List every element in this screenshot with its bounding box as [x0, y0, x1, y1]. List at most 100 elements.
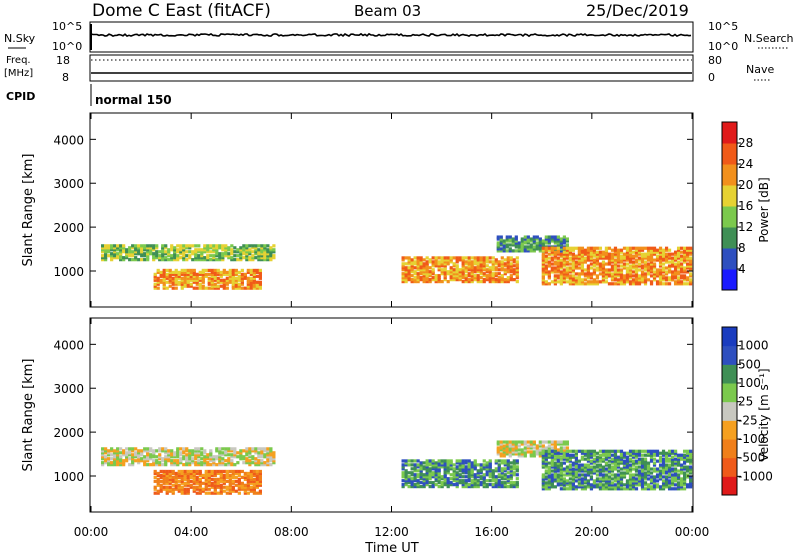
echo-cell [473, 260, 477, 264]
echo-cell [601, 264, 606, 268]
echo-cell [559, 479, 563, 483]
echo-cell [255, 284, 259, 288]
echo-cell [500, 477, 504, 481]
echo-cell [249, 272, 253, 276]
echo-cell [252, 479, 256, 483]
echo-cell [168, 485, 172, 489]
echo-cell [206, 457, 210, 461]
echo-cell [589, 461, 594, 465]
echo-cell [562, 467, 566, 471]
echo-cell [673, 483, 678, 487]
echo-cell [110, 457, 114, 461]
echo-cell [182, 250, 186, 254]
echo-cell [171, 276, 175, 280]
echo-cell [688, 467, 693, 471]
echo-cell [506, 266, 510, 270]
echo-cell [206, 455, 210, 459]
echo-cell [652, 278, 657, 282]
echo-cell [538, 440, 542, 444]
echo-cell [500, 276, 504, 280]
echo-cell [553, 282, 557, 286]
echo-cell [655, 459, 660, 463]
echo-cell [610, 461, 615, 465]
echo-cell [523, 446, 527, 450]
echo-cell [443, 256, 447, 260]
echo-cell [509, 268, 513, 272]
echo-cell [189, 473, 193, 478]
echo-cell [589, 453, 594, 457]
echo-cell [508, 237, 512, 241]
echo-cell [207, 268, 211, 273]
echo-cell [425, 459, 429, 463]
echo-cell [458, 256, 462, 260]
echo-cell [565, 473, 569, 477]
echo-cell [676, 485, 681, 489]
echo-cell [494, 469, 498, 473]
echo-cell [216, 483, 220, 487]
echo-cell [646, 461, 651, 465]
echo-cell [225, 278, 229, 282]
echo-cell [213, 473, 217, 478]
power-ylabel: Slant Range [km] [21, 154, 36, 267]
echo-cell [661, 262, 666, 266]
echo-cell [470, 475, 474, 479]
echo-cell [231, 475, 235, 479]
echo-cell [670, 477, 675, 481]
echo-cell [431, 459, 435, 463]
echo-cell [676, 453, 681, 457]
echo-cell [503, 485, 507, 489]
echo-cell [500, 475, 504, 479]
cpid-label: CPID [6, 90, 35, 103]
echo-cell [607, 475, 612, 479]
echo-cell [464, 459, 468, 463]
echo-cell [512, 270, 516, 274]
echo-cell [197, 256, 201, 260]
echo-cell [422, 270, 426, 274]
echo-cell [577, 465, 582, 469]
echo-cell [625, 268, 630, 272]
echo-cell [242, 449, 246, 453]
echo-cell [580, 479, 585, 483]
echo-cell [476, 280, 480, 284]
echo-cell [263, 453, 267, 457]
echo-cell [613, 477, 618, 481]
echo-cell [186, 270, 190, 274]
echo-cell [425, 471, 429, 475]
velocity-ylabel: Slant Range [km] [21, 359, 36, 472]
echo-cell [628, 282, 633, 286]
echo-cell [556, 239, 560, 243]
echo-cell [562, 481, 566, 485]
echo-cell [128, 451, 132, 455]
echo-cell [625, 266, 630, 270]
echo-cell [547, 274, 551, 278]
echo-cell [473, 481, 477, 485]
echo-cell [688, 485, 693, 489]
echo-cell [515, 264, 519, 268]
echo-cell [110, 461, 114, 465]
colorbar-swatch [722, 227, 737, 249]
echo-cell [559, 442, 563, 446]
echo-cell [443, 459, 447, 463]
echo-cell [467, 469, 471, 473]
echo-cell [496, 243, 500, 247]
echo-cell [140, 244, 144, 248]
echo-cell [494, 483, 498, 487]
echo-cell [485, 461, 489, 465]
echo-cell [171, 491, 175, 495]
freq-label-line1: Freq. [6, 55, 31, 66]
echo-cell [676, 477, 681, 481]
echo-cell [625, 487, 630, 491]
echo-cell [461, 256, 465, 260]
echo-cell [171, 477, 175, 481]
echo-cell [167, 254, 171, 258]
echo-cell [467, 272, 471, 276]
echo-cell [676, 264, 681, 268]
echo-cell [622, 483, 627, 487]
echo-cell [458, 481, 462, 485]
echo-cell [425, 465, 429, 469]
echo-cell [604, 473, 609, 477]
echo-cell [652, 262, 657, 266]
echo-cell [658, 463, 663, 467]
echo-cell [446, 280, 450, 284]
echo-cell [104, 254, 108, 258]
